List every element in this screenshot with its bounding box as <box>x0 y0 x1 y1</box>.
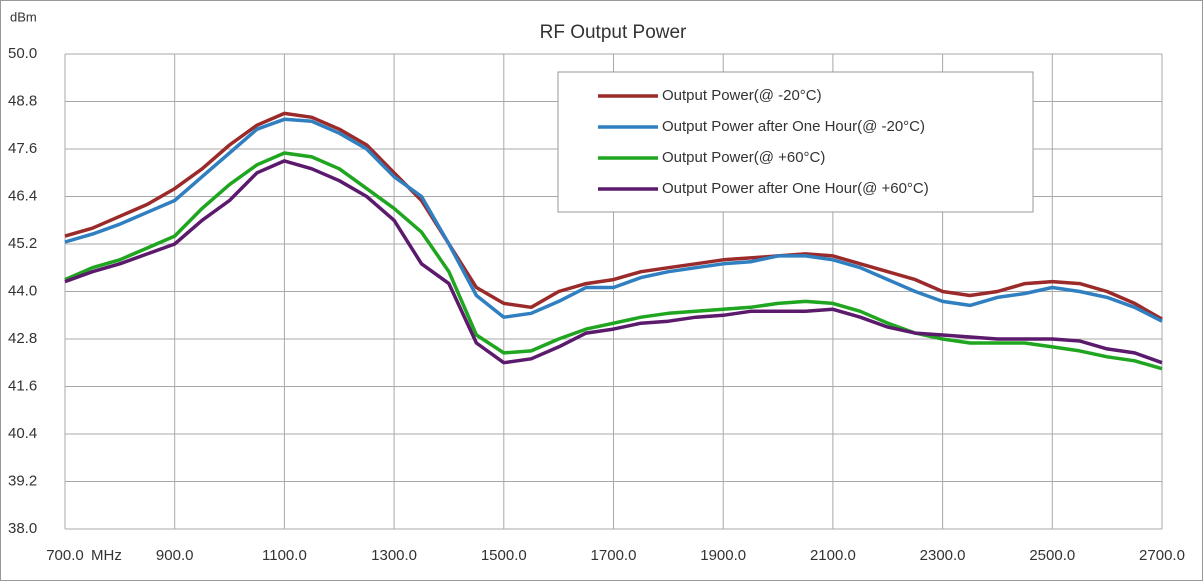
legend-label: Output Power after One Hour(@ +60°C) <box>662 180 929 197</box>
legend-label: Output Power after One Hour(@ -20°C) <box>662 118 925 135</box>
series-line <box>64 117 1163 323</box>
x-tick-label: 2700.0 <box>1139 547 1185 564</box>
x-tick-label: 900.0 <box>156 547 194 564</box>
x-tick-label: 1300.0 <box>371 547 417 564</box>
y-tick-label: 46.4 <box>8 187 37 204</box>
legend-label: Output Power(@ -20°C) <box>662 87 822 104</box>
x-axis-label: MHz <box>91 547 122 564</box>
x-tick-label: 1500.0 <box>481 547 527 564</box>
y-tick-label: 47.6 <box>8 140 37 157</box>
y-tick-label: 50.0 <box>8 45 37 62</box>
y-tick-label: 38.0 <box>8 520 37 537</box>
y-tick-label: 45.2 <box>8 235 37 252</box>
x-tick-label: 2300.0 <box>920 547 966 564</box>
y-tick-label: 44.0 <box>8 282 37 299</box>
y-axis-label: dBm <box>10 9 37 24</box>
x-tick-label: 700.0 <box>46 547 84 564</box>
series-line <box>64 111 1163 321</box>
x-tick-label: 1100.0 <box>262 547 307 564</box>
y-tick-label: 39.2 <box>8 472 37 489</box>
y-tick-label: 48.8 <box>8 92 37 109</box>
legend-label: Output Power(@ +60°C) <box>662 149 825 166</box>
x-tick-label: 1700.0 <box>591 547 637 564</box>
x-tick-label: 2500.0 <box>1029 547 1075 564</box>
x-tick-label: 2100.0 <box>810 547 856 564</box>
x-tick-label: 1900.0 <box>700 547 746 564</box>
y-tick-label: 41.6 <box>8 377 37 394</box>
series-line <box>64 159 1163 365</box>
chart-title: RF Output Power <box>540 22 687 43</box>
y-tick-label: 42.8 <box>8 330 37 347</box>
y-tick-label: 40.4 <box>8 425 37 442</box>
series-line <box>64 151 1163 371</box>
